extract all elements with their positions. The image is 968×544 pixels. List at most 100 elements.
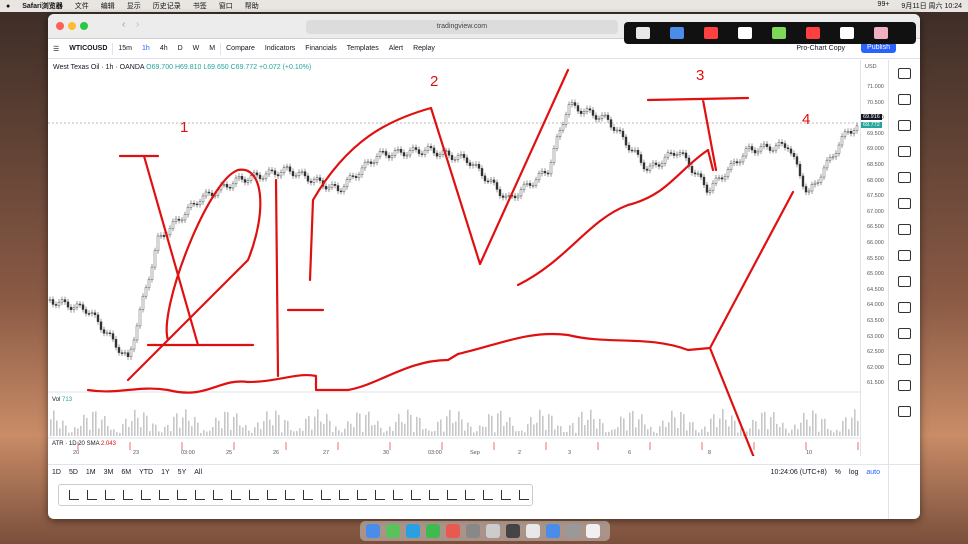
widget-icon[interactable] [898,172,911,183]
drawing-tool-icon[interactable] [429,490,439,500]
drawing-tool-icon[interactable] [321,490,331,500]
drawing-tool-icon[interactable] [159,490,169,500]
drawing-tool-icon[interactable] [123,490,133,500]
minimize-window-dot[interactable] [68,22,76,30]
drawing-tool-icon[interactable] [195,490,205,500]
drawing-tool-icon[interactable] [249,490,259,500]
menu-window[interactable]: 窗口 [218,3,233,10]
dock-app-icon[interactable] [526,524,540,538]
menu-edit[interactable]: 编辑 [100,3,115,10]
drawing-tool-icon[interactable] [303,490,313,500]
close-window-dot[interactable] [56,22,64,30]
range-1d[interactable]: 1D [52,469,61,476]
widget-icon[interactable] [898,354,911,365]
dock-app-icon[interactable] [426,524,440,538]
menu-help[interactable]: 帮助 [244,3,259,10]
templates-button[interactable]: Templates [346,45,379,52]
dock-app-icon[interactable] [466,524,480,538]
drawing-tool-icon[interactable] [69,490,79,500]
menu-bookmarks[interactable]: 书签 [192,3,207,10]
range-all[interactable]: All [194,469,203,476]
scale-percent[interactable]: % [834,469,842,476]
dock-app-icon[interactable] [446,524,460,538]
drawing-toolbar[interactable] [58,484,533,506]
dock-app-icon[interactable] [366,524,380,538]
app-name[interactable]: Safari浏览器 [22,3,63,10]
range-1y[interactable]: 1Y [161,469,170,476]
drawing-tool-icon[interactable] [285,490,295,500]
dock-app-icon[interactable] [566,524,580,538]
menu-view[interactable]: 显示 [126,3,141,10]
widget-icon[interactable] [898,380,911,391]
widget-icon[interactable] [898,94,911,105]
drawing-tool-icon[interactable] [213,490,223,500]
publish-button[interactable]: Publish [861,42,896,53]
drawing-tool-icon[interactable] [411,490,421,500]
symbol-search[interactable]: WTICOUSD [69,45,108,52]
range-3m[interactable]: 3M [103,469,114,476]
mac-dock[interactable] [360,521,610,541]
widget-icon[interactable] [898,406,911,417]
drawing-tool-icon[interactable] [339,490,349,500]
range-6m[interactable]: 6M [121,469,132,476]
drawing-tool-icon[interactable] [519,490,529,500]
drawing-tool-icon[interactable] [375,490,385,500]
currency-label[interactable]: USD [865,64,877,70]
interval-d[interactable]: D [177,45,183,52]
widget-icon[interactable] [898,276,911,287]
widget-icon[interactable] [898,146,911,157]
clock[interactable]: 9月11日 周六 10:24 [901,3,962,10]
dock-app-icon[interactable] [486,524,500,538]
drawing-tool-icon[interactable] [177,490,187,500]
pen-tool-icon[interactable] [738,27,752,39]
widget-icon[interactable] [898,250,911,261]
widget-icon[interactable] [898,224,911,235]
annotation-pen-toolbar[interactable] [624,22,916,44]
drawing-tool-icon[interactable] [357,490,367,500]
drawing-tool-icon[interactable] [231,490,241,500]
financials-button[interactable]: Financials [305,45,337,52]
apple-icon[interactable]: ● [6,2,11,10]
price-chart[interactable]: 20 23 03:00 25 26 27 30 03:00 Sep 2 3 6 8 10 1 2 3 4 … [48,60,860,456]
compare-button[interactable]: Compare [226,45,255,52]
interval-w[interactable]: W [192,45,200,52]
widget-icon[interactable] [898,120,911,131]
drawing-tool-icon[interactable] [87,490,97,500]
dock-app-icon[interactable] [386,524,400,538]
alert-button[interactable]: Alert [388,45,404,52]
menu-file[interactable]: 文件 [74,3,89,10]
dock-app-icon[interactable] [586,524,600,538]
pen-tool-icon[interactable] [670,27,684,39]
widget-icon[interactable] [898,198,911,209]
range-5d[interactable]: 5D [68,469,78,476]
scale-log[interactable]: log [849,469,859,476]
dock-app-icon[interactable] [546,524,560,538]
menu-history[interactable]: 历史记录 [152,3,181,10]
drawing-tool-icon[interactable] [447,490,457,500]
pen-tool-icon[interactable] [636,27,650,39]
interval-15m[interactable]: 15m [118,45,133,52]
range-ytd[interactable]: YTD [139,469,154,476]
interval-m[interactable]: M [209,45,216,52]
pen-tool-icon[interactable] [772,27,786,39]
widget-icon[interactable] [898,68,911,79]
drawing-tool-icon[interactable] [501,490,511,500]
indicators-button[interactable]: Indicators [264,45,296,52]
scale-auto[interactable]: auto [866,469,880,476]
forward-icon[interactable]: › [136,19,140,30]
back-icon[interactable]: ‹ [122,19,126,30]
zoom-window-dot[interactable] [80,22,88,30]
dock-app-icon[interactable] [406,524,420,538]
range-5y[interactable]: 5Y [177,469,187,476]
drawing-tool-icon[interactable] [393,490,403,500]
layout-name[interactable]: Pro-Chart Copy [796,45,845,52]
pen-tool-icon[interactable] [840,27,854,39]
widget-icon[interactable] [898,328,911,339]
dock-app-icon[interactable] [506,524,520,538]
pen-tool-icon[interactable] [806,27,820,39]
drawing-tool-icon[interactable] [105,490,115,500]
pen-tool-icon[interactable] [874,27,888,39]
pen-tool-icon[interactable] [704,27,718,39]
range-1m[interactable]: 1M [85,469,96,476]
replay-button[interactable]: Replay [413,45,435,52]
